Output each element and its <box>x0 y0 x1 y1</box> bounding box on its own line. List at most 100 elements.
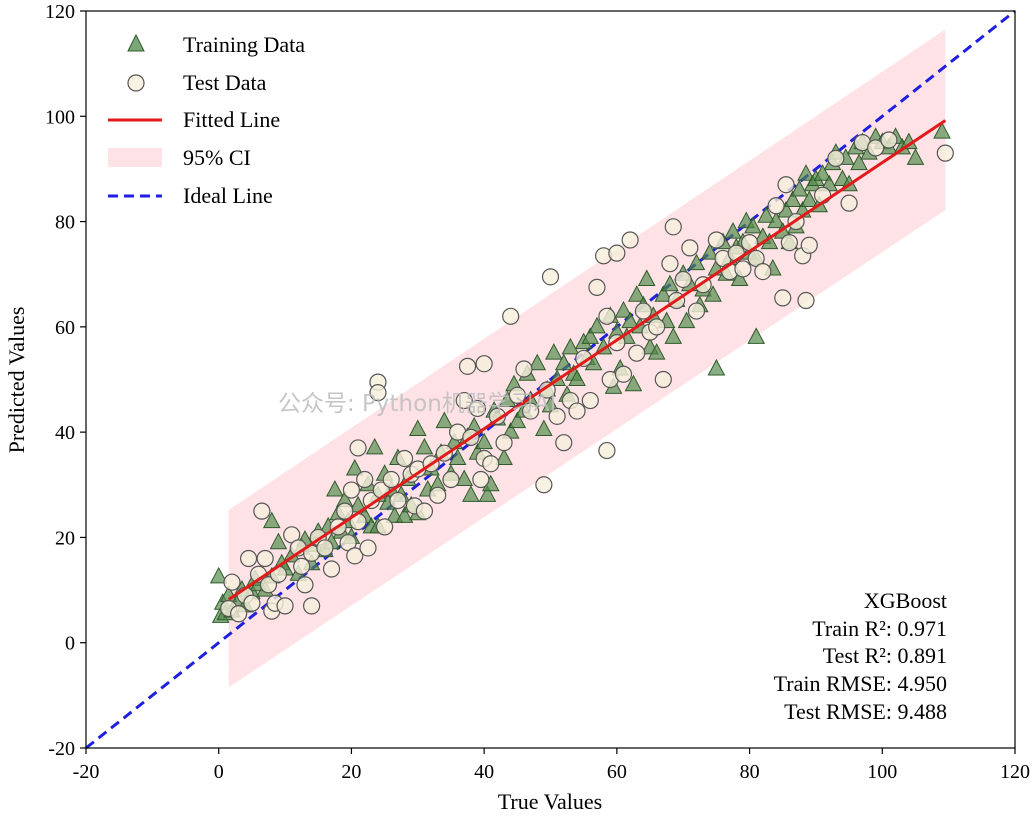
test-point <box>223 573 241 591</box>
training-point <box>813 164 832 181</box>
training-point <box>637 269 656 286</box>
training-point <box>568 369 586 386</box>
training-point <box>677 311 696 329</box>
training-point <box>345 458 364 476</box>
x-tick-label: 60 <box>607 761 627 783</box>
training-point <box>757 206 775 223</box>
test-point <box>468 399 487 418</box>
x-axis-label: True Values <box>498 789 603 814</box>
test-point <box>349 439 367 457</box>
legend-ci-marker <box>108 148 162 167</box>
legend-fitted-label: Fitted Line <box>183 107 280 132</box>
training-point <box>767 211 785 229</box>
x-tick-label: 100 <box>867 761 897 783</box>
test-point <box>541 268 560 286</box>
test-point <box>376 518 394 536</box>
test-point <box>598 307 616 325</box>
test-point <box>568 402 586 420</box>
training-point <box>581 327 600 344</box>
legend-ideal-label: Ideal Line <box>183 183 273 208</box>
test-point <box>664 218 682 236</box>
test-point <box>342 481 361 499</box>
test-point <box>767 197 785 215</box>
test-point <box>936 144 954 162</box>
training-point <box>462 485 480 502</box>
training-point <box>478 485 497 502</box>
test-point <box>681 239 699 257</box>
fitted-line <box>227 119 947 601</box>
training-point <box>624 374 643 392</box>
test-point <box>774 289 792 307</box>
training-point <box>850 153 868 171</box>
training-point <box>747 327 766 344</box>
test-point <box>336 502 354 520</box>
test-point <box>608 244 626 262</box>
training-point <box>707 358 726 376</box>
y-tick-label: -20 <box>48 738 75 760</box>
training-point <box>448 448 467 465</box>
plot-frame <box>85 10 1016 749</box>
training-point <box>495 448 513 465</box>
test-point <box>634 302 653 320</box>
training-point <box>661 274 679 292</box>
training-point <box>528 353 547 371</box>
training-point <box>262 511 281 529</box>
test-point <box>259 576 278 594</box>
test-point <box>239 549 258 568</box>
training-point <box>269 532 288 550</box>
test-point <box>797 291 815 310</box>
training-point <box>800 190 819 208</box>
y-tick-label: 20 <box>55 527 75 549</box>
metric-train-r2: Train R²: 0.971 <box>812 616 947 641</box>
test-point <box>754 262 772 281</box>
test-point <box>303 597 321 615</box>
legend-test-label: Test Data <box>183 70 267 95</box>
training-point <box>647 343 666 360</box>
test-point <box>230 605 248 623</box>
test-point <box>293 557 311 575</box>
training-point <box>535 419 553 437</box>
test-point <box>515 360 533 378</box>
training-point <box>687 253 706 271</box>
training-point <box>621 311 639 329</box>
training-point <box>654 285 673 302</box>
test-point <box>253 502 271 520</box>
test-point <box>455 391 473 410</box>
y-tick-label: 100 <box>45 106 75 128</box>
test-point <box>800 236 818 254</box>
training-point <box>664 327 683 344</box>
y-tick-label: 120 <box>45 1 75 23</box>
training-point <box>365 437 384 455</box>
test-point <box>780 234 798 252</box>
test-point <box>346 547 364 565</box>
y-tick-label: 60 <box>55 317 75 339</box>
test-point <box>661 255 679 273</box>
test-point <box>777 176 795 194</box>
training-point <box>435 411 454 429</box>
y-tick-label: 80 <box>55 212 75 234</box>
metric-test-r2: Test R²: 0.891 <box>823 643 947 668</box>
test-point <box>555 434 573 452</box>
legend-ci-label: 95% CI <box>183 145 251 170</box>
test-point <box>356 470 374 489</box>
training-point <box>627 285 646 302</box>
training-point <box>588 316 606 334</box>
test-point <box>588 278 606 296</box>
test-point <box>654 370 672 389</box>
test-point <box>243 594 261 612</box>
training-point <box>475 432 493 450</box>
test-point <box>827 149 845 167</box>
test-point <box>880 131 898 149</box>
x-axis-ticks: -20 0 20 40 60 80 100 120 <box>73 748 1030 783</box>
training-point <box>933 122 951 139</box>
training-point <box>783 190 802 208</box>
test-point <box>395 449 414 468</box>
ideal-line <box>85 9 1016 750</box>
training-point <box>906 148 925 165</box>
test-point <box>707 231 725 249</box>
test-point <box>598 441 616 460</box>
fitted-line-layer <box>227 119 947 601</box>
test-point <box>359 539 377 557</box>
test-point <box>382 470 400 489</box>
